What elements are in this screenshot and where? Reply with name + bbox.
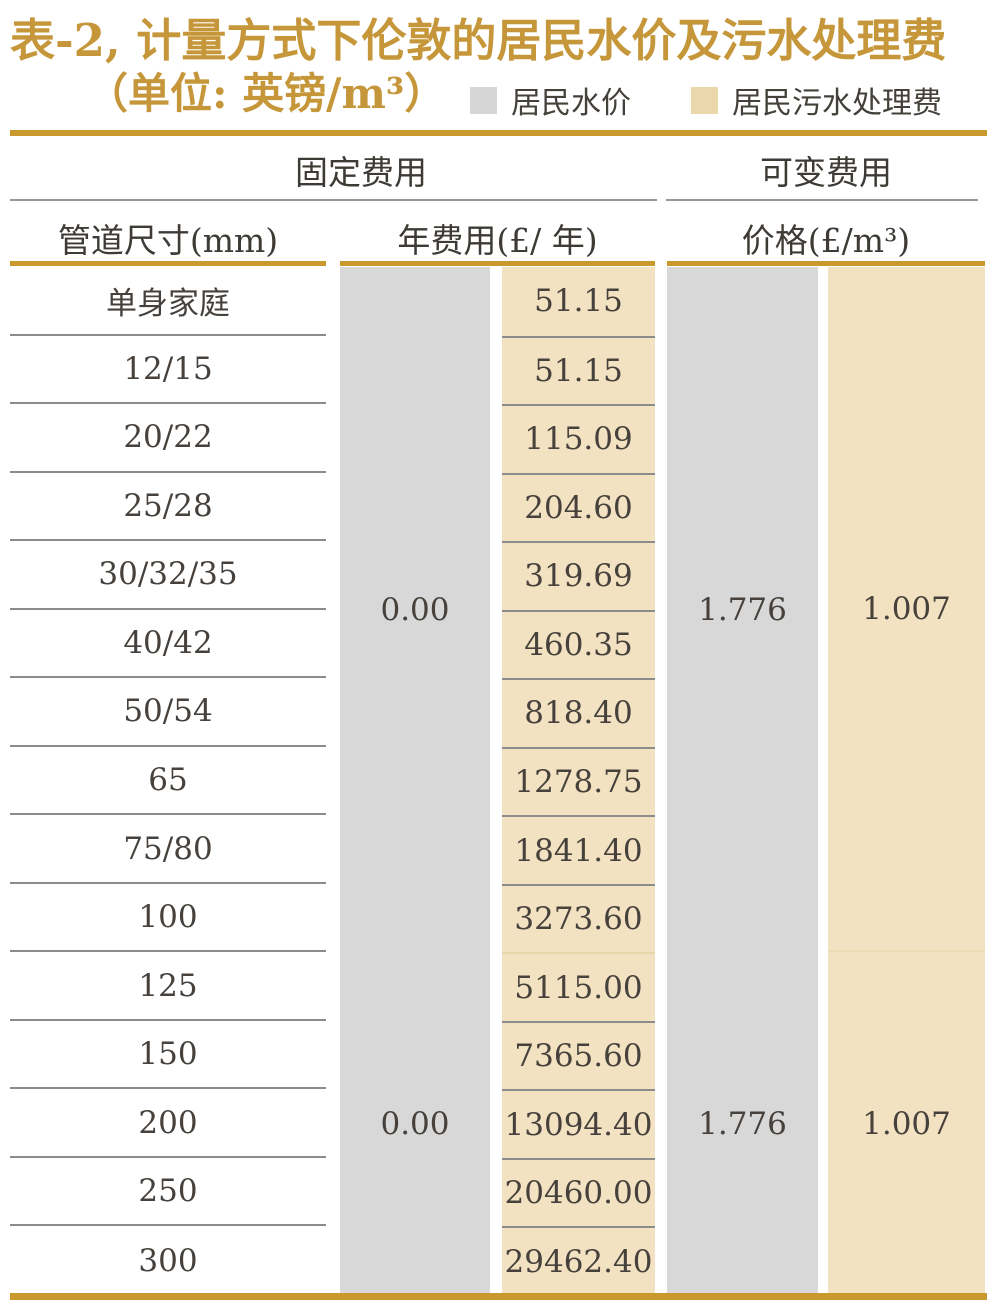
sewage-fixed-fee-cell: 20460.00 [502,1157,655,1227]
pipe-size-cell: 50/54 [10,678,326,747]
header-divider-left [10,199,657,201]
pipe-size-cell: 40/42 [10,610,326,679]
column-header-price: 价格(£/m³) [741,221,911,260]
water-fixed-fee-top-cell: 0.00 [380,591,450,628]
sewage-fixed-fee-cell: 1841.40 [502,815,655,884]
figure-title: 表-2, 计量方式下伦敦的居民水价及污水处理费 [10,14,947,67]
pipe-size-cell: 25/28 [10,473,326,542]
water-unit-price-top-cell: 1.776 [698,591,787,628]
legend-swatch-sewage-icon [691,86,718,114]
pipe-size-cell: 65 [10,747,326,816]
sewage-fixed-fee-cell: 3273.60 [502,883,655,953]
legend: 居民水价 居民污水处理费 [470,78,942,122]
sewage-fixed-fee-cell: 204.60 [502,472,655,542]
sewage-unit-price-bottom-cell: 1.007 [862,1105,951,1142]
water-fixed-fee-column: 0.00 0.00 [340,267,490,1295]
sewage-fixed-fee-cell: 115.09 [502,404,655,473]
pipe-size-cell: 125 [10,952,326,1021]
pipe-size-cell: 100 [10,884,326,953]
pipe-size-cell: 250 [10,1158,326,1227]
pipe-size-column: 单身家庭 12/15 20/22 25/28 30/32/35 40/42 50/54 65 7… [10,267,326,1295]
legend-swatch-water-icon [470,86,497,114]
header-divider-right [666,199,978,201]
sewage-fixed-fee-cell: 13094.40 [502,1089,655,1158]
legend-label-water: 居民水价 [511,86,631,121]
sewage-fixed-fee-cell: 29462.40 [502,1226,655,1295]
gold-rule-top [10,130,987,136]
header-group-variable: 可变费用 [760,153,892,192]
pipe-size-cell: 12/15 [10,336,326,405]
water-fixed-fee-bottom-cell: 0.00 [380,1105,450,1142]
pipe-size-cell: 20/22 [10,404,326,473]
sewage-fixed-fee-column: 51.15 51.15 115.09 204.60 319.69 460.35 818.40… [502,267,655,1295]
sewage-unit-price-column: 1.007 1.007 [828,267,985,1295]
gold-rule-variable-columns [667,261,985,266]
pipe-size-cell: 150 [10,1021,326,1090]
gold-rule-pipe-column [10,261,326,266]
sewage-fixed-fee-cell: 7365.60 [502,1020,655,1090]
pipe-size-cell: 300 [138,1242,198,1279]
header-group-fixed: 固定费用 [295,153,427,192]
sewage-unit-price-top-cell: 1.007 [828,267,985,953]
pipe-size-cell: 75/80 [10,815,326,884]
table-body: 单身家庭 12/15 20/22 25/28 30/32/35 40/42 50/54 65 7… [0,267,993,1295]
gold-rule-fixed-columns [340,261,655,266]
pipe-size-cell: 200 [10,1089,326,1158]
gold-rule-bottom [10,1293,987,1300]
sewage-fixed-fee-cell: 51.15 [534,283,623,320]
sewage-fixed-fee-cell: 1278.75 [502,746,655,816]
sewage-fixed-fee-cell: 319.69 [502,541,655,610]
pipe-size-cell: 单身家庭 [10,267,326,336]
legend-label-sewage: 居民污水处理费 [732,86,942,121]
figure-unit-subtitle: （单位: 英镑/m³） [86,69,447,118]
column-header-pipe-size: 管道尺寸(mm) [57,221,279,260]
sewage-fixed-fee-cell: 51.15 [502,335,655,405]
water-unit-price-column: 1.776 1.776 [667,267,818,1295]
sewage-fixed-fee-cell: 460.35 [502,609,655,679]
sewage-fixed-fee-cell: 5115.00 [502,952,655,1021]
column-header-annual-fee: 年费用(£/ 年) [397,221,598,260]
pipe-size-cell: 30/32/35 [10,541,326,610]
water-unit-price-bottom-cell: 1.776 [698,1105,787,1142]
sewage-fixed-fee-cell: 818.40 [502,678,655,747]
